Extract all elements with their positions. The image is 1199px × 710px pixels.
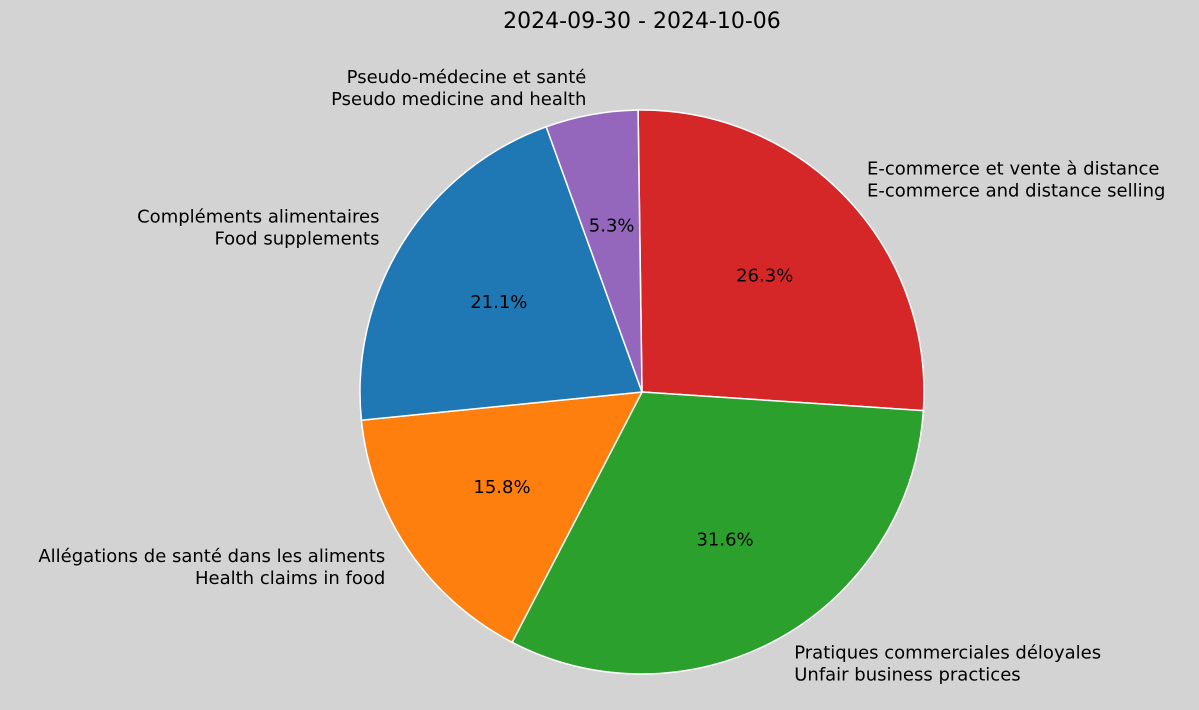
slice-percentage-label: 21.1% — [470, 292, 527, 313]
slice-label-fr: E-commerce et vente à distance — [867, 158, 1159, 179]
slice-category-label: Pseudo-médecine et santé Pseudo medicine … — [331, 67, 586, 110]
pie-slice — [637, 109, 925, 412]
slice-label-en: Pseudo medicine and health — [331, 89, 586, 110]
slice-percentage-label: 15.8% — [473, 477, 530, 498]
slice-category-label: Compléments alimentaires Food supplements — [137, 207, 379, 250]
slice-percentage-label: 26.3% — [736, 266, 793, 287]
slice-label-en: Unfair business practices — [794, 664, 1020, 685]
pie-slice — [360, 391, 644, 644]
pie-slices — [359, 109, 925, 675]
pie-slice — [359, 125, 644, 422]
slice-percentage-label: 5.3% — [589, 216, 635, 237]
chart-title: 2024-09-30 - 2024-10-06 — [503, 9, 781, 34]
slice-label-fr: Pseudo-médecine et santé — [347, 67, 587, 88]
slice-category-label: E-commerce et vente à distance E-commerce… — [867, 158, 1165, 201]
slice-label-fr: Allégations de santé dans les aliments — [38, 546, 385, 567]
slice-label-en: Health claims in food — [195, 568, 385, 589]
slice-label-fr: Pratiques commerciales déloyales — [794, 642, 1101, 663]
pie-slice — [545, 109, 643, 393]
pie-labels: 26.3% E-commerce et vente à distance E-com… — [38, 67, 1165, 685]
pie-slice — [511, 391, 925, 675]
slice-label-en: Food supplements — [214, 229, 379, 250]
slice-category-label: Allégations de santé dans les aliments He… — [38, 546, 385, 589]
slice-percentage-label: 31.6% — [696, 529, 753, 550]
slice-label-fr: Compléments alimentaires — [137, 207, 379, 228]
slice-category-label: Pratiques commerciales déloyales Unfair b… — [794, 642, 1101, 685]
slice-label-en: E-commerce and distance selling — [867, 180, 1165, 201]
